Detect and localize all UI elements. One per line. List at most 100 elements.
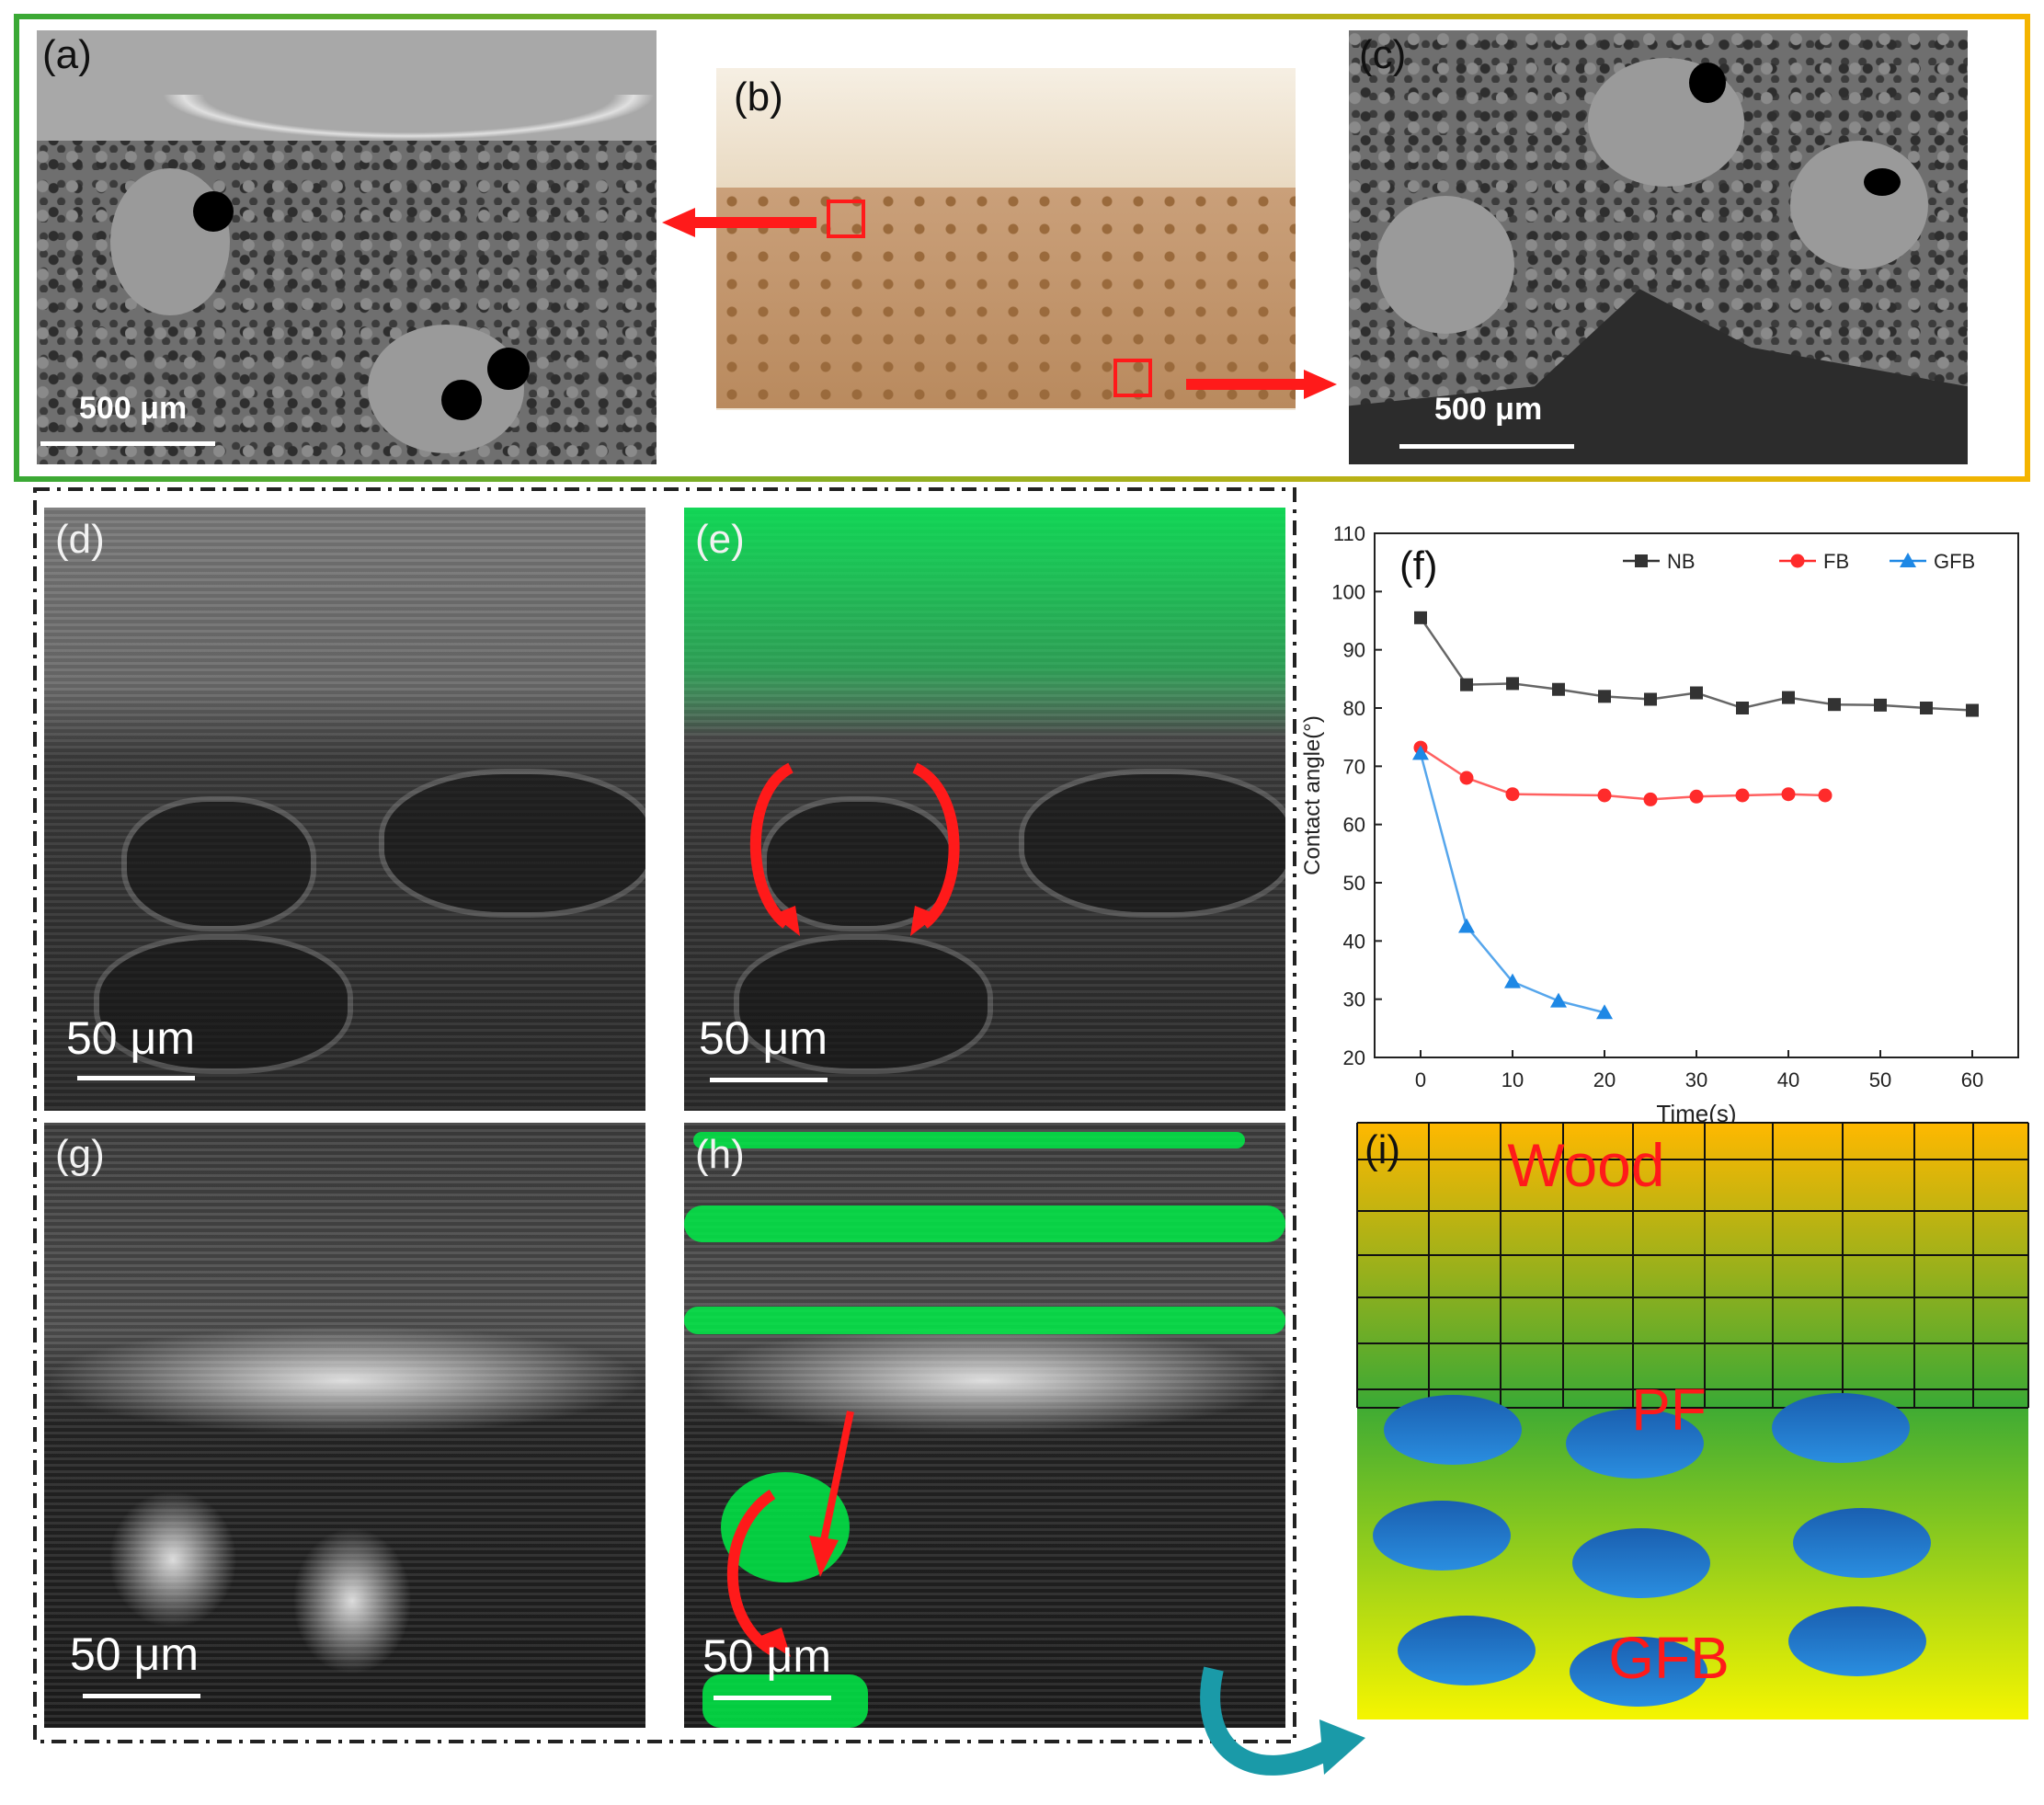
data-point-gfb: [1504, 973, 1521, 988]
vessel-ellipse: [1384, 1395, 1522, 1465]
x-tick-label: 10: [1502, 1068, 1524, 1091]
parenchyma-cell: [99, 940, 348, 1068]
data-point-gfb: [1412, 745, 1429, 760]
data-point-fb: [1781, 787, 1796, 802]
panel-label-e: (e): [695, 517, 745, 562]
y-tick-label: 60: [1343, 814, 1365, 837]
panel-label-f: (f): [1399, 543, 1438, 588]
green-streak: [684, 1307, 1285, 1334]
data-point-gfb: [1596, 1004, 1613, 1020]
label-wood: Wood: [1507, 1131, 1664, 1199]
y-tick-label: 50: [1343, 872, 1365, 895]
legend-marker-nb: [1635, 554, 1648, 567]
data-point-nb: [1506, 677, 1519, 691]
vessel-ellipse: [1788, 1606, 1926, 1676]
x-tick-label: 50: [1869, 1068, 1891, 1091]
parenchyma-cell: [1024, 774, 1285, 912]
vascular-bundle: [1376, 196, 1514, 334]
vessel-ellipse: [1572, 1528, 1710, 1598]
data-point-nb: [1828, 698, 1841, 712]
resin-surface: [716, 68, 1296, 197]
vascular-bundle: [110, 168, 230, 315]
data-point-fb: [1643, 792, 1658, 806]
x-tick-label: 40: [1777, 1068, 1799, 1091]
panel-label-a: (a): [42, 32, 92, 77]
data-point-nb: [1552, 682, 1565, 696]
data-point-nb: [1782, 691, 1795, 704]
label-pf: PF: [1631, 1377, 1707, 1443]
panel-label-i: (i): [1365, 1127, 1400, 1172]
top-gradient-frame: [14, 14, 2030, 482]
label-gfb: GFB: [1608, 1625, 1730, 1691]
y-tick-label: 30: [1343, 988, 1365, 1011]
data-point-fb: [1597, 788, 1612, 803]
parenchyma-cell: [127, 802, 311, 926]
scale-text-c: 500 μm: [1434, 392, 1543, 427]
vessel-hole: [1864, 168, 1901, 196]
data-point-gfb: [1458, 918, 1475, 933]
parenchyma-cell: [739, 940, 988, 1068]
dash-dot-frame: [33, 487, 1296, 1743]
green-fluorescence-band: [684, 508, 1285, 737]
bright-interface-band: [44, 1325, 645, 1435]
data-point-nb: [1736, 702, 1749, 714]
y-tick-label: 80: [1343, 697, 1365, 720]
data-point-gfb: [1550, 992, 1567, 1008]
y-tick-label: 40: [1343, 930, 1365, 953]
data-point-fb: [1735, 788, 1750, 803]
scale-text-a: 500 μm: [79, 391, 188, 426]
parenchyma-cell: [767, 802, 951, 926]
green-streak: [693, 1132, 1245, 1148]
panel-label-c: (c): [1359, 32, 1407, 77]
red-arrows-h: [726, 1411, 854, 1657]
panel-label-g: (g): [55, 1132, 105, 1177]
wood-layer: [1357, 1123, 2028, 1408]
panel-c-sem-image: [1349, 30, 1968, 464]
vessel-ellipse: [1570, 1637, 1707, 1707]
data-point-fb: [1459, 771, 1474, 785]
legend-label-fb: FB: [1823, 550, 1849, 573]
legend-label-nb: NB: [1667, 550, 1696, 573]
data-point-nb: [1414, 611, 1427, 624]
panel-g-micrograph: [44, 1123, 645, 1728]
data-point-nb: [1460, 678, 1473, 691]
panel-b-photo: [716, 68, 1296, 410]
highlight-box-top[interactable]: [827, 200, 865, 238]
arrow-to-panel-a: [662, 208, 816, 237]
scale-text-e: 50 μm: [699, 1012, 828, 1064]
scale-bar-c: [1399, 444, 1574, 449]
highlight-box-bottom[interactable]: [1113, 359, 1152, 397]
y-tick-label: 20: [1343, 1046, 1365, 1069]
panel-label-d: (d): [55, 517, 105, 562]
vessel-ellipse: [1793, 1508, 1931, 1578]
panel-a-sem-image: [37, 30, 657, 464]
panel-label-b: (b): [734, 74, 783, 120]
vessel-hole: [487, 348, 530, 390]
legend-marker-fb: [1790, 554, 1805, 568]
y-tick-label: 100: [1331, 580, 1365, 603]
scale-text-g: 50 μm: [70, 1628, 199, 1680]
red-circular-arrows-e: [749, 762, 960, 936]
y-axis-label: Contact angle(°): [1300, 715, 1325, 875]
vessel-hole: [1689, 63, 1726, 103]
y-tick-label: 70: [1343, 755, 1365, 778]
panel-d-micrograph: [44, 508, 645, 1111]
data-point-nb: [1920, 702, 1933, 714]
panel-label-h: (h): [695, 1132, 745, 1177]
data-point-nb: [1644, 692, 1657, 706]
scale-bar-g: [83, 1694, 200, 1698]
panel-i-schematic: Wood PF GFB (i): [1356, 1122, 2029, 1719]
vessel-ellipse: [1566, 1409, 1704, 1479]
vessel-hole: [441, 380, 482, 420]
bright-interface-band: [684, 1325, 1285, 1435]
series-line-fb: [1420, 747, 1826, 801]
x-tick-label: 0: [1415, 1068, 1426, 1091]
data-point-fb: [1505, 787, 1520, 802]
green-streak: [702, 1674, 868, 1728]
teal-curved-arrow: [1200, 1666, 1365, 1776]
scale-bar-d: [77, 1076, 195, 1080]
scale-text-d: 50 μm: [66, 1012, 195, 1064]
vascular-bundle: [1790, 141, 1928, 269]
x-tick-label: 60: [1961, 1068, 1983, 1091]
